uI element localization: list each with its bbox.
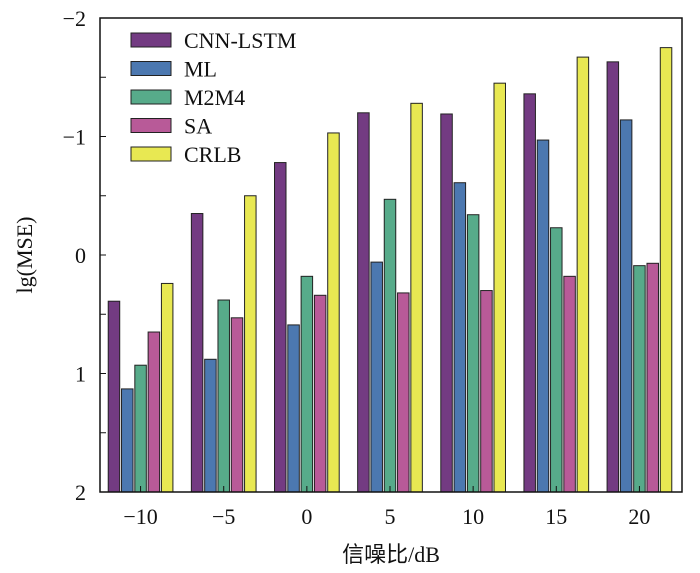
y-tick-label: 1: [75, 362, 86, 387]
x-tick-label: 0: [301, 504, 312, 529]
bar-ml-5: [536, 139, 550, 493]
y-tick-label: 2: [75, 480, 86, 505]
bar-cnn-lstm-5: [523, 93, 536, 493]
bar-ml-2: [287, 324, 300, 493]
bar-m2m4-6: [633, 265, 646, 493]
legend-swatch-cnn-lstm: [130, 32, 172, 48]
legend-label: CNN-LSTM: [184, 28, 296, 53]
x-tick-label: −5: [212, 504, 235, 529]
bar-sa-5: [563, 275, 576, 493]
bar-m2m4-4: [466, 214, 480, 493]
bar-sa-6: [646, 262, 659, 493]
bar-m2m4-3: [383, 198, 397, 493]
legend: CNN-LSTM ML M2M4 SA CRLB: [130, 28, 296, 167]
legend-swatch-crlb: [130, 146, 172, 162]
bar-ml-3: [370, 261, 383, 493]
bar-cnn-lstm-0: [107, 300, 121, 493]
bar-cnn-lstm-1: [190, 213, 204, 493]
bar-ml-0: [121, 388, 134, 493]
y-tick-label: 0: [75, 243, 86, 268]
bar-crlb-2: [327, 132, 340, 493]
y-axis: −2 −1 0 1 2: [63, 6, 106, 505]
bar-cnn-lstm-6: [606, 61, 620, 493]
legend-swatch-sa: [130, 118, 172, 133]
bar-ml-1: [204, 358, 217, 493]
bar-crlb-1: [244, 195, 257, 493]
bar-sa-1: [230, 317, 244, 493]
x-tick-label: 10: [462, 504, 484, 529]
legend-label: CRLB: [184, 142, 241, 167]
bar-m2m4-0: [134, 364, 147, 493]
legend-label: ML: [184, 57, 217, 82]
y-axis-label: lg(MSE): [12, 217, 37, 294]
bar-sa-2: [313, 294, 327, 493]
legend-swatch-m2m4: [130, 89, 172, 105]
legend-label: SA: [184, 114, 212, 139]
bar-ml-4: [453, 182, 467, 493]
bar-crlb-5: [576, 56, 590, 493]
bar-cnn-lstm-3: [357, 112, 370, 493]
x-tick-label: −10: [123, 504, 157, 529]
x-tick-label: 5: [385, 504, 396, 529]
x-axis-label: 信噪比/dB: [342, 542, 440, 567]
bar-cnn-lstm-2: [274, 162, 287, 493]
bar-crlb-3: [410, 102, 423, 493]
x-tick-label: 20: [628, 504, 650, 529]
bar-cnn-lstm-4: [440, 113, 453, 493]
bar-crlb-4: [493, 82, 506, 493]
bar-ml-6: [619, 119, 633, 493]
x-axis: −10 −5 0 5 10 15 20: [123, 486, 650, 529]
bar-crlb-0: [160, 282, 174, 493]
legend-swatch-ml: [130, 61, 172, 76]
bar-crlb-6: [659, 47, 673, 493]
x-tick-label: 15: [545, 504, 567, 529]
y-tick-label: −1: [63, 125, 86, 150]
y-tick-label: −2: [63, 6, 86, 31]
bar-sa-4: [480, 290, 493, 493]
bar-m2m4-1: [217, 299, 230, 493]
bar-m2m4-5: [550, 227, 563, 493]
bars-layer: [107, 47, 673, 493]
legend-label: M2M4: [184, 85, 245, 110]
bar-sa-3: [397, 292, 410, 493]
bar-sa-0: [147, 331, 161, 493]
bar-m2m4-2: [300, 275, 314, 493]
